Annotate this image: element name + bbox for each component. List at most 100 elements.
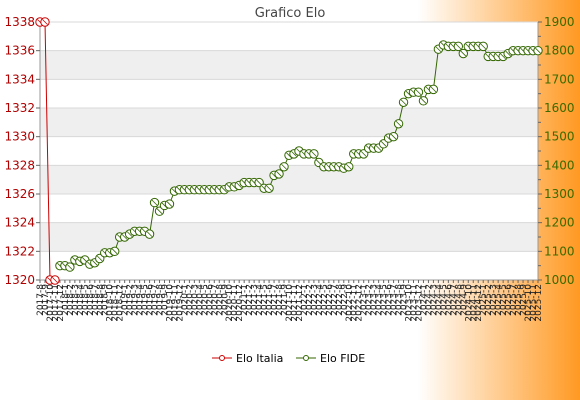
x-tick-label: 2017-10 bbox=[46, 284, 56, 322]
x-tick-label: 2020-10 bbox=[225, 284, 235, 322]
data-point-mark-elo-fide bbox=[375, 145, 382, 151]
x-tick-label: 2024-3 bbox=[429, 284, 439, 316]
data-point-mark-elo-fide bbox=[91, 260, 98, 266]
data-point-mark-elo-fide bbox=[151, 199, 158, 206]
x-tick-label: 2022-6 bbox=[325, 284, 335, 316]
x-tick-label: 2020-11 bbox=[230, 284, 240, 322]
x-tick-label: 2017-12 bbox=[56, 284, 66, 322]
x-tick-label: 2025-3 bbox=[489, 284, 499, 316]
x-tick-label: 2019-2 bbox=[126, 284, 136, 316]
x-tick-label: 2025-12 bbox=[534, 284, 544, 322]
grid-band bbox=[40, 165, 538, 194]
x-tick-label: 2024-7 bbox=[449, 284, 459, 316]
right-tick-label: 1300 bbox=[544, 187, 575, 201]
data-point-mark-elo-fide bbox=[535, 47, 541, 54]
data-point-mark-elo-fide bbox=[420, 98, 427, 104]
x-tick-label: 2018-3 bbox=[71, 284, 81, 316]
x-tick-label: 2018-8 bbox=[96, 284, 106, 316]
data-point-mark-elo-fide bbox=[221, 186, 228, 193]
x-tick-label: 2023-3 bbox=[370, 284, 380, 316]
x-tick-label: 2025-4 bbox=[494, 284, 504, 316]
x-tick-label: 2018-7 bbox=[91, 284, 101, 316]
x-tick-label: 2022-4 bbox=[315, 284, 325, 316]
x-tick-label: 2019-4 bbox=[136, 284, 146, 316]
left-tick-label: 1330 bbox=[4, 130, 35, 144]
data-point-mark-elo-fide bbox=[266, 185, 272, 192]
data-point-mark-elo-fide bbox=[236, 182, 242, 189]
x-tick-label: 2019-12 bbox=[175, 284, 185, 322]
left-tick-label: 1332 bbox=[4, 101, 35, 115]
x-tick-label: 2024-12 bbox=[474, 284, 484, 322]
data-point-mark-elo-fide bbox=[146, 231, 153, 237]
x-tick-label: 2024-6 bbox=[444, 284, 454, 316]
x-tick-label: 2022-2 bbox=[305, 284, 315, 316]
x-tick-label: 2024-5 bbox=[439, 284, 449, 316]
x-tick-label: 2025-10 bbox=[524, 284, 534, 322]
x-tick-label: 2020-7 bbox=[210, 284, 220, 316]
x-tick-label: 2021-10 bbox=[285, 284, 295, 322]
x-tick-label: 2025-9 bbox=[519, 284, 529, 316]
right-tick-label: 1400 bbox=[544, 158, 575, 172]
x-tick-label: 2022-10 bbox=[345, 284, 355, 322]
data-point-mark-elo-fide bbox=[390, 133, 397, 140]
x-tick-label: 2018-11 bbox=[111, 284, 121, 322]
x-tick-label: 2018-9 bbox=[101, 284, 111, 316]
x-tick-label: 2021-2 bbox=[245, 284, 255, 316]
data-point-mark-elo-fide bbox=[156, 208, 163, 214]
data-point-mark-elo-fide bbox=[67, 264, 73, 270]
x-tick-label: 2025-6 bbox=[504, 284, 514, 316]
x-tick-label: 2022-11 bbox=[350, 284, 360, 322]
x-tick-label: 2025-7 bbox=[509, 284, 519, 316]
x-tick-label: 2019-9 bbox=[161, 284, 171, 316]
data-point-mark-elo-fide bbox=[415, 89, 422, 96]
x-tick-label: 2017-9 bbox=[41, 284, 51, 316]
legend-point-elo-fide bbox=[303, 355, 309, 361]
data-point-mark-elo-fide bbox=[121, 234, 128, 240]
x-tick-label: 2018-10 bbox=[106, 284, 116, 322]
x-tick-label: 2019-7 bbox=[151, 284, 161, 316]
x-tick-label: 2024-1 bbox=[419, 284, 429, 316]
data-point-mark-elo-fide bbox=[311, 151, 317, 157]
data-point-mark-elo-fide bbox=[291, 151, 297, 157]
x-tick-label: 2022-8 bbox=[335, 284, 345, 316]
legend-label-elo-italia: Elo Italia bbox=[236, 352, 283, 365]
data-point-mark-elo-italia bbox=[52, 277, 58, 283]
x-tick-label: 2024-2 bbox=[424, 284, 434, 316]
data-point-mark-elo-fide bbox=[505, 50, 511, 57]
x-tick-label: 2023-5 bbox=[380, 284, 390, 316]
data-point-mark-elo-fide bbox=[281, 163, 287, 170]
right-tick-label: 1100 bbox=[544, 244, 575, 258]
x-tick-label: 2018-2 bbox=[66, 284, 76, 316]
data-point-mark-elo-fide bbox=[276, 171, 282, 177]
data-point-mark-elo-fide bbox=[256, 179, 262, 186]
x-tick-label: 2022-12 bbox=[355, 284, 365, 322]
right-tick-label: 1600 bbox=[544, 101, 575, 115]
x-tick-label: 2020-9 bbox=[220, 284, 230, 316]
data-point-mark-elo-fide bbox=[345, 163, 352, 170]
x-tick-label: 2021-6 bbox=[265, 284, 275, 316]
x-tick-label: 2020-12 bbox=[235, 284, 245, 322]
right-tick-label: 1700 bbox=[544, 72, 575, 86]
right-tick-label: 1200 bbox=[544, 216, 575, 230]
x-tick-label: 2018-12 bbox=[116, 284, 126, 322]
x-tick-label: 2021-1 bbox=[240, 284, 250, 316]
x-tick-label: 2022-9 bbox=[340, 284, 350, 316]
legend-label-elo-fide: Elo FIDE bbox=[320, 352, 365, 365]
x-tick-label: 2022-1 bbox=[300, 284, 310, 316]
left-tick-label: 1334 bbox=[4, 72, 35, 86]
x-tick-label: 2025-11 bbox=[529, 284, 539, 322]
x-tick-label: 2021-12 bbox=[295, 284, 305, 322]
data-point-mark-elo-fide bbox=[455, 43, 462, 50]
x-tick-label: 2022-5 bbox=[320, 284, 330, 316]
data-point-mark-elo-fide bbox=[480, 43, 487, 50]
x-tick-label: 2023-6 bbox=[385, 284, 395, 316]
x-tick-label: 2019-8 bbox=[156, 284, 166, 316]
x-tick-label: 2024-11 bbox=[469, 284, 479, 322]
right-tick-label: 1900 bbox=[544, 15, 575, 29]
data-point-mark-elo-fide bbox=[395, 120, 402, 127]
x-tick-label: 2021-8 bbox=[275, 284, 285, 316]
left-tick-label: 1320 bbox=[4, 273, 35, 287]
grid-band bbox=[40, 50, 538, 80]
x-tick-label: 2025-1 bbox=[479, 284, 489, 316]
